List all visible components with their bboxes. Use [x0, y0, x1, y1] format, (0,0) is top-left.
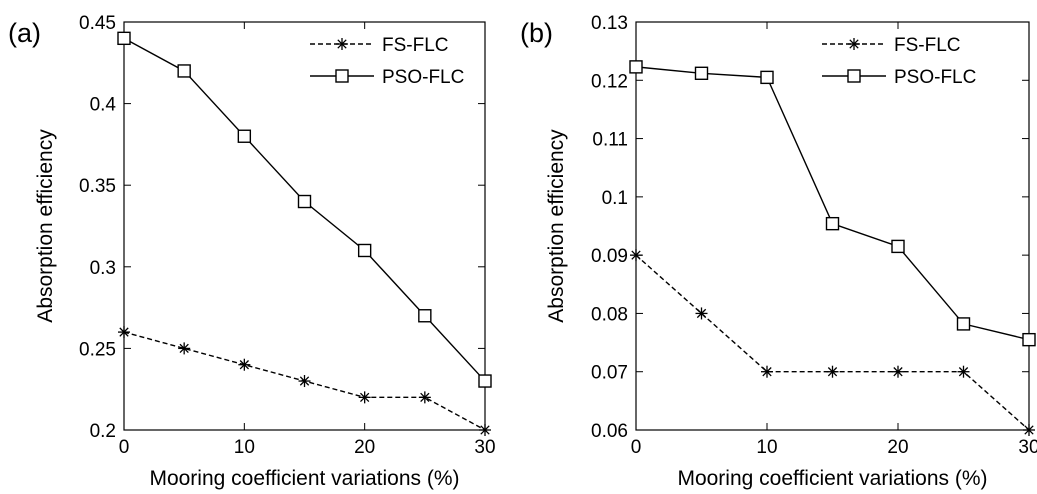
asterisk-stroke [299, 376, 310, 386]
legend: FS-FLC PSO-FLC [822, 35, 976, 88]
y-tick-label: 0.13 [591, 13, 628, 34]
y-tick-label: 0.09 [591, 246, 628, 267]
square-marker [1022, 332, 1036, 347]
asterisk-marker [848, 38, 860, 50]
asterisk-stroke [337, 39, 347, 49]
x-tick-label: 0 [119, 437, 130, 458]
y-tick-label: 0.3 [90, 258, 116, 279]
y-tick-label: 0.35 [79, 176, 116, 197]
panel-label: (b) [520, 18, 553, 48]
square-marker [825, 216, 840, 231]
y-tick-label: 0.07 [591, 363, 628, 384]
asterisk-stroke [420, 392, 430, 403]
y-tick-label: 0.4 [90, 95, 117, 116]
square-marker [335, 69, 349, 83]
x-tick-label: 10 [756, 437, 777, 458]
asterisk-stroke [696, 308, 707, 319]
series-pso-flc [117, 31, 492, 388]
x-tick-label: 0 [631, 437, 642, 458]
square-marker [760, 70, 774, 85]
y-tick-label: 0.11 [592, 130, 628, 151]
y-tick-label: 0.2 [90, 421, 116, 442]
asterisk-stroke [480, 425, 490, 435]
asterisk-stroke [849, 39, 859, 49]
square-marker [956, 317, 971, 331]
asterisk-marker [178, 342, 191, 355]
asterisk-marker [630, 249, 642, 262]
legend-label: PSO-FLC [894, 67, 976, 88]
asterisk-marker [358, 391, 371, 404]
y-axis-label: Absorption efficiency [34, 129, 57, 323]
plot-frame [635, 21, 1030, 431]
series-line [123, 37, 486, 382]
series-fs-flc [630, 249, 1035, 436]
asterisk-marker [957, 365, 970, 378]
square-marker [629, 60, 643, 74]
asterisk-marker [238, 358, 251, 371]
y-tick-label: 0.12 [591, 71, 628, 92]
y-tick-label: 0.1 [602, 188, 628, 209]
asterisk-marker [118, 326, 130, 339]
y-tick-label: 0.25 [79, 339, 116, 360]
asterisk-marker [826, 365, 839, 378]
asterisk-marker [761, 365, 773, 378]
legend: FS-FLC PSO-FLC [310, 35, 464, 88]
series-line [635, 254, 1030, 431]
chart-panel-2: 0 10 20 30 0.06 0.07 0.08 0.09 0.1 0.11 0.12 0.13 Mo… [520, 13, 1037, 490]
y-tick-label: 0.45 [79, 13, 116, 34]
x-axis-label: Mooring coefficient variations (%) [677, 467, 987, 490]
chart-panel-1: 0 10 20 30 0.2 0.25 0.3 0.35 0.4 0.45 Mooring coef… [8, 13, 496, 490]
x-tick-label: 30 [474, 437, 495, 458]
asterisk-marker [298, 375, 311, 388]
series-line [635, 66, 1030, 341]
x-tick-label: 20 [887, 437, 908, 458]
asterisk-stroke [958, 367, 969, 377]
square-marker [847, 69, 861, 83]
square-marker [297, 194, 312, 209]
square-marker [478, 374, 492, 388]
x-axis-label: Mooring coefficient variations (%) [149, 467, 459, 490]
y-axis-label: Absorption efficiency [545, 129, 568, 323]
asterisk-stroke [762, 367, 772, 377]
square-marker [694, 66, 709, 80]
panel-label: (a) [8, 18, 41, 48]
square-marker [891, 239, 905, 254]
series-pso-flc [629, 60, 1036, 347]
asterisk-marker [336, 38, 348, 50]
series-fs-flc [118, 326, 491, 436]
square-marker [357, 243, 372, 258]
asterisk-marker [1023, 424, 1035, 436]
asterisk-stroke [631, 250, 641, 260]
asterisk-stroke [827, 367, 838, 377]
square-marker [177, 64, 191, 78]
square-marker [237, 129, 252, 143]
asterisk-stroke [119, 327, 129, 337]
square-marker [117, 31, 131, 46]
square-marker [418, 309, 432, 323]
x-tick-label: 20 [354, 437, 375, 458]
asterisk-stroke [893, 367, 903, 377]
legend-label: PSO-FLC [382, 67, 464, 88]
x-tick-label: 10 [234, 437, 255, 458]
asterisk-stroke [239, 360, 249, 370]
asterisk-marker [418, 391, 431, 404]
asterisk-marker [695, 307, 708, 320]
asterisk-stroke [1024, 425, 1034, 435]
legend-label: FS-FLC [382, 35, 449, 56]
x-tick-label: 30 [1018, 437, 1037, 458]
asterisk-marker [479, 424, 491, 436]
asterisk-marker [892, 365, 904, 378]
plot-frame [123, 21, 486, 431]
asterisk-stroke [360, 392, 370, 403]
y-tick-label: 0.08 [591, 304, 628, 325]
legend-label: FS-FLC [894, 35, 961, 56]
asterisk-stroke [179, 343, 189, 354]
y-tick-label: 0.06 [591, 421, 628, 442]
